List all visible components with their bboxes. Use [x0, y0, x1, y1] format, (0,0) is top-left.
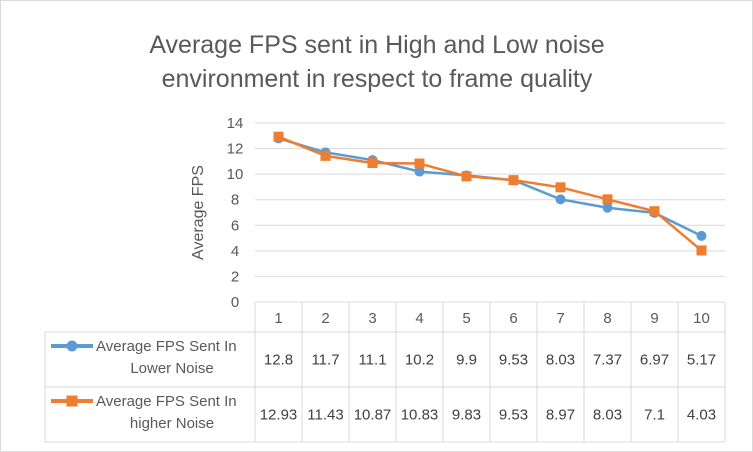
y-tick-label: 12 [227, 141, 244, 158]
table-value-cell: 8.03 [593, 407, 622, 424]
table-value-cell: 11.43 [307, 407, 343, 424]
legend-key-marker [66, 395, 78, 407]
data-point [602, 194, 613, 205]
table-value-cell: 8.97 [546, 407, 575, 424]
chart-title: Average FPS sent in High and Low noise en… [149, 31, 604, 93]
data-point [414, 158, 425, 169]
y-tick-label: 14 [227, 115, 244, 132]
data-point [696, 245, 707, 256]
series-line-2 [278, 135, 703, 252]
data-table: 1 2 3 4 5 6 7 8 9 10 Average FPS Sent In Lower Nois… [44, 301, 726, 443]
y-tick-label: 2 [231, 268, 239, 285]
x-category-label: 4 [415, 310, 423, 327]
table-value-cell: 4.03 [687, 407, 716, 424]
table-value-cell: 7.37 [593, 352, 622, 369]
table-value-cell: 10.87 [354, 407, 392, 424]
legend-label: Average FPS Sent In [96, 393, 237, 410]
gridlines [255, 122, 725, 277]
y-axis-title-group: Average FPS [190, 165, 207, 260]
x-category-label: 2 [321, 310, 329, 327]
chart-title-line: Average FPS sent in High and Low noise [149, 31, 604, 59]
data-point [461, 171, 472, 182]
data-point [508, 175, 519, 186]
legend-label: Lower Noise [130, 360, 213, 377]
x-category-label: 10 [693, 310, 710, 327]
table-value-cell: 9.83 [452, 407, 481, 424]
legend-key-marker [66, 340, 78, 352]
table-value-cell: 10.83 [401, 407, 439, 424]
y-tick-label: 4 [231, 243, 239, 260]
x-category-label: 1 [274, 310, 282, 327]
table-value-cell: 6.97 [640, 352, 669, 369]
data-point [367, 158, 378, 169]
chart-title-line: environment in respect to frame quality [162, 65, 593, 93]
data-point [555, 182, 566, 193]
table-value-cell: 7.1 [644, 407, 665, 424]
table-value-cell: 11.7 [311, 352, 339, 369]
y-axis-title: Average FPS [190, 165, 207, 260]
x-category-label: 8 [603, 310, 611, 327]
table-value-cell: 9.9 [456, 352, 477, 369]
y-axis-ticks: 0 2 4 6 8 10 12 14 [227, 115, 244, 311]
x-category-label: 3 [368, 310, 376, 327]
x-category-label: 5 [462, 310, 470, 327]
legend-label: Average FPS Sent In [96, 338, 237, 355]
data-point [696, 230, 707, 241]
table-value-cell: 9.53 [499, 407, 528, 424]
data-point [602, 202, 613, 213]
y-tick-label: 6 [231, 217, 239, 234]
legend-label: higher Noise [130, 415, 214, 432]
table-value-cell: 12.8 [264, 352, 293, 369]
table-value-cell: 12.93 [260, 407, 298, 424]
x-category-label: 9 [650, 310, 658, 327]
data-point [414, 166, 425, 177]
x-category-label: 7 [556, 310, 564, 327]
series-lines [273, 131, 707, 256]
y-tick-label: 0 [231, 294, 239, 311]
x-category-label: 6 [509, 310, 517, 327]
data-point [320, 150, 331, 161]
data-point [555, 194, 566, 205]
y-tick-label: 10 [227, 166, 244, 183]
table-value-cell: 11.1 [358, 352, 386, 369]
data-point [649, 206, 660, 217]
table-value-cell: 10.2 [405, 352, 434, 369]
table-value-cell: 5.17 [687, 352, 716, 369]
data-point [273, 131, 284, 142]
table-value-cell: 9.53 [499, 352, 528, 369]
table-value-cell: 8.03 [546, 352, 575, 369]
y-tick-label: 8 [231, 192, 239, 209]
series-line-1 [278, 137, 703, 238]
